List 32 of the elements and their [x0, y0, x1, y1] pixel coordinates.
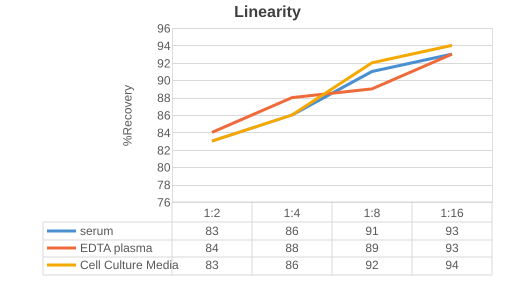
y-tick-label: 82: [157, 143, 171, 158]
data-label: 84: [205, 241, 219, 255]
data-label: 94: [445, 258, 459, 272]
data-label: 83: [205, 258, 219, 272]
data-label: 92: [365, 258, 379, 272]
y-tick-label: 78: [157, 178, 171, 192]
chart-title: Linearity: [234, 4, 301, 21]
x-tick-label: 1:4: [284, 206, 301, 220]
x-tick-label: 1:16: [440, 206, 464, 220]
y-tick-label: 96: [157, 22, 171, 36]
data-label: 86: [285, 258, 299, 272]
data-label: 91: [365, 224, 379, 238]
data-label: 93: [445, 241, 459, 255]
data-label: 93: [445, 224, 459, 238]
data-label: 89: [365, 241, 379, 255]
data-label: 83: [205, 224, 219, 238]
y-axis-title: %Recovery: [120, 84, 134, 146]
y-tick-label: 84: [157, 126, 171, 140]
x-tick-label: 1:8: [364, 206, 381, 220]
data-label: 86: [285, 224, 299, 238]
x-tick-label: 1:2: [204, 206, 221, 220]
y-tick-label: 94: [157, 38, 171, 53]
data-label: 88: [285, 241, 299, 255]
y-tick-label: 86: [157, 108, 171, 122]
y-tick-label: 88: [157, 91, 171, 106]
y-tick-label: 90: [157, 74, 171, 88]
legend-label: EDTA plasma: [80, 241, 153, 255]
y-tick-label: 80: [157, 160, 171, 175]
y-tick-label: 76: [157, 196, 171, 210]
legend-label: Cell Culture Media: [80, 258, 180, 272]
y-tick-label: 92: [157, 56, 171, 70]
legend-label: serum: [80, 224, 114, 238]
